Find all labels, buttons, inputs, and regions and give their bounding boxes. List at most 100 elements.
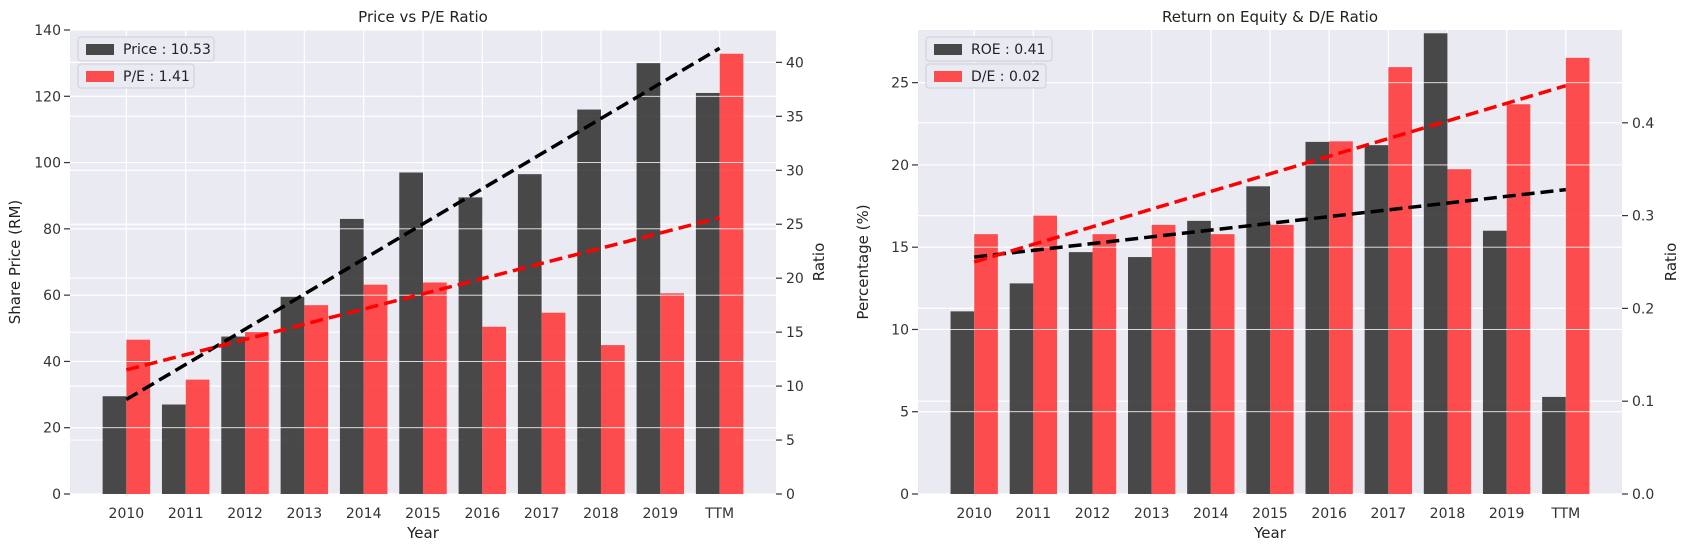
axes: 0 20 40 60 80 100 120 140 0 5 10 15 20 25 30 35 40 2010 20… [34, 23, 804, 522]
x-tick-label: 2012 [227, 506, 263, 522]
bar-secondary [482, 326, 507, 494]
y-right-tick-label: 40 [786, 55, 804, 71]
trendline [974, 187, 1566, 259]
y-right-tick-label: 5 [786, 433, 795, 449]
y-right-tick-label: 30 [786, 163, 804, 179]
x-tick-label: 2019 [1489, 506, 1525, 522]
y-tick-label: 60 [43, 288, 61, 304]
y-right-tick-label: 0.4 [1632, 116, 1654, 132]
y-tick-label: 15 [891, 240, 909, 256]
y-right-tick-label: 0 [786, 487, 795, 503]
x-tick-label: TTM [1550, 506, 1580, 522]
bar-primary [577, 109, 601, 495]
y-tick-label: 10 [891, 322, 909, 338]
legend: Price : 10.53 P/E : 1.41 [77, 36, 215, 89]
bar-primary [695, 92, 720, 494]
x-tick-label: 2011 [1016, 506, 1052, 522]
bar-secondary [126, 339, 151, 494]
x-tick-label: 2019 [642, 506, 678, 522]
bar-primary [102, 396, 127, 494]
bar-primary [1423, 33, 1448, 495]
bar-primary [161, 404, 186, 494]
bar-secondary [304, 305, 329, 494]
x-tick-label: 2010 [109, 506, 145, 522]
x-axis-label: Year [1253, 524, 1287, 542]
y-axis-right-label: Ratio [1662, 243, 1680, 282]
trendline [125, 216, 721, 372]
bar-secondary [1506, 104, 1531, 495]
x-tick-label: 2018 [1430, 506, 1466, 522]
bar-primary [1128, 257, 1152, 494]
x-tick-label: 2014 [346, 506, 382, 522]
x-tick-label: 2017 [1370, 506, 1406, 522]
y-right-tick-label: 15 [786, 325, 804, 341]
bar-primary [280, 296, 305, 494]
bar-secondary [1092, 234, 1117, 494]
bar-secondary [1565, 57, 1590, 495]
bar-primary [1187, 220, 1211, 495]
bar-secondary [423, 282, 447, 494]
y-tick-label: 20 [891, 158, 909, 174]
bar-secondary [363, 284, 388, 494]
chart-title: Return on Equity & D/E Ratio [1162, 8, 1378, 26]
bar-secondary [1270, 224, 1294, 494]
legend-label-price: Price : 10.53 [123, 42, 211, 58]
y-tick-label: 5 [900, 405, 909, 421]
bar-primary [458, 197, 483, 494]
trendlines [125, 46, 721, 402]
y-axis-label: Percentage (%) [854, 204, 872, 319]
y-right-tick-label: 20 [786, 271, 804, 287]
bar-primary [950, 311, 975, 494]
bar-secondary [1033, 215, 1058, 494]
axes: 0 5 10 15 20 25 0.0 0.1 0.2 0.3 0.4 2010 2011 2012 201… [891, 76, 1654, 522]
bar-secondary [541, 312, 566, 494]
y-right-tick-label: 25 [786, 217, 804, 233]
bar-primary [221, 336, 246, 494]
legend-swatch-de [934, 71, 962, 82]
bar-primary [1068, 252, 1093, 494]
y-tick-label: 0 [900, 487, 909, 503]
legend: ROE : 0.41 D/E : 0.02 [925, 36, 1053, 89]
chart-title: Price vs P/E Ratio [358, 8, 488, 26]
y-right-tick-label: 35 [786, 109, 804, 125]
x-tick-label: 2011 [168, 506, 204, 522]
y-right-tick-label: 10 [786, 379, 804, 395]
x-tick-label: 2016 [465, 506, 501, 522]
bar-primary [339, 218, 364, 494]
trendline [973, 84, 1567, 264]
x-axis-label: Year [406, 524, 440, 542]
bars [918, 33, 1622, 495]
x-tick-label: 2015 [1252, 506, 1288, 522]
y-axis-right-label: Ratio [810, 243, 828, 282]
y-right-tick-label: 0.2 [1632, 301, 1654, 317]
x-tick-label: 2018 [583, 506, 619, 522]
y-tick-label: 80 [43, 222, 61, 238]
bar-primary [1246, 186, 1270, 494]
bar-secondary [1329, 141, 1353, 495]
x-tick-label: 2010 [956, 506, 992, 522]
legend-swatch-pe [86, 71, 114, 82]
x-tick-label: 2017 [524, 506, 560, 522]
bar-secondary [185, 379, 210, 494]
bar-primary [1364, 145, 1389, 494]
bar-secondary [1210, 234, 1235, 494]
y-tick-label: 0 [52, 487, 61, 503]
bar-secondary [600, 345, 625, 494]
roe-de-chart: 0 5 10 15 20 25 0.0 0.1 0.2 0.3 0.4 2010 2011 2012 201… [854, 8, 1680, 542]
bar-secondary [1447, 169, 1472, 494]
legend-swatch-roe [934, 44, 962, 55]
y-tick-label: 25 [891, 76, 909, 92]
bar-primary [636, 63, 661, 495]
bar-secondary [245, 332, 269, 494]
x-tick-label: 2012 [1075, 506, 1111, 522]
y-tick-label: 140 [34, 23, 61, 39]
y-tick-label: 120 [34, 89, 61, 105]
x-tick-label: 2015 [405, 506, 441, 522]
bar-secondary [974, 234, 998, 494]
legend-label-roe: ROE : 0.41 [971, 42, 1045, 58]
x-tick-label: 2014 [1193, 506, 1229, 522]
x-tick-label: 2013 [1134, 506, 1170, 522]
price-pe-chart: 0 20 40 60 80 100 120 140 0 5 10 15 20 25 30 35 40 2010 20… [6, 8, 828, 542]
x-tick-label: 2016 [1311, 506, 1347, 522]
